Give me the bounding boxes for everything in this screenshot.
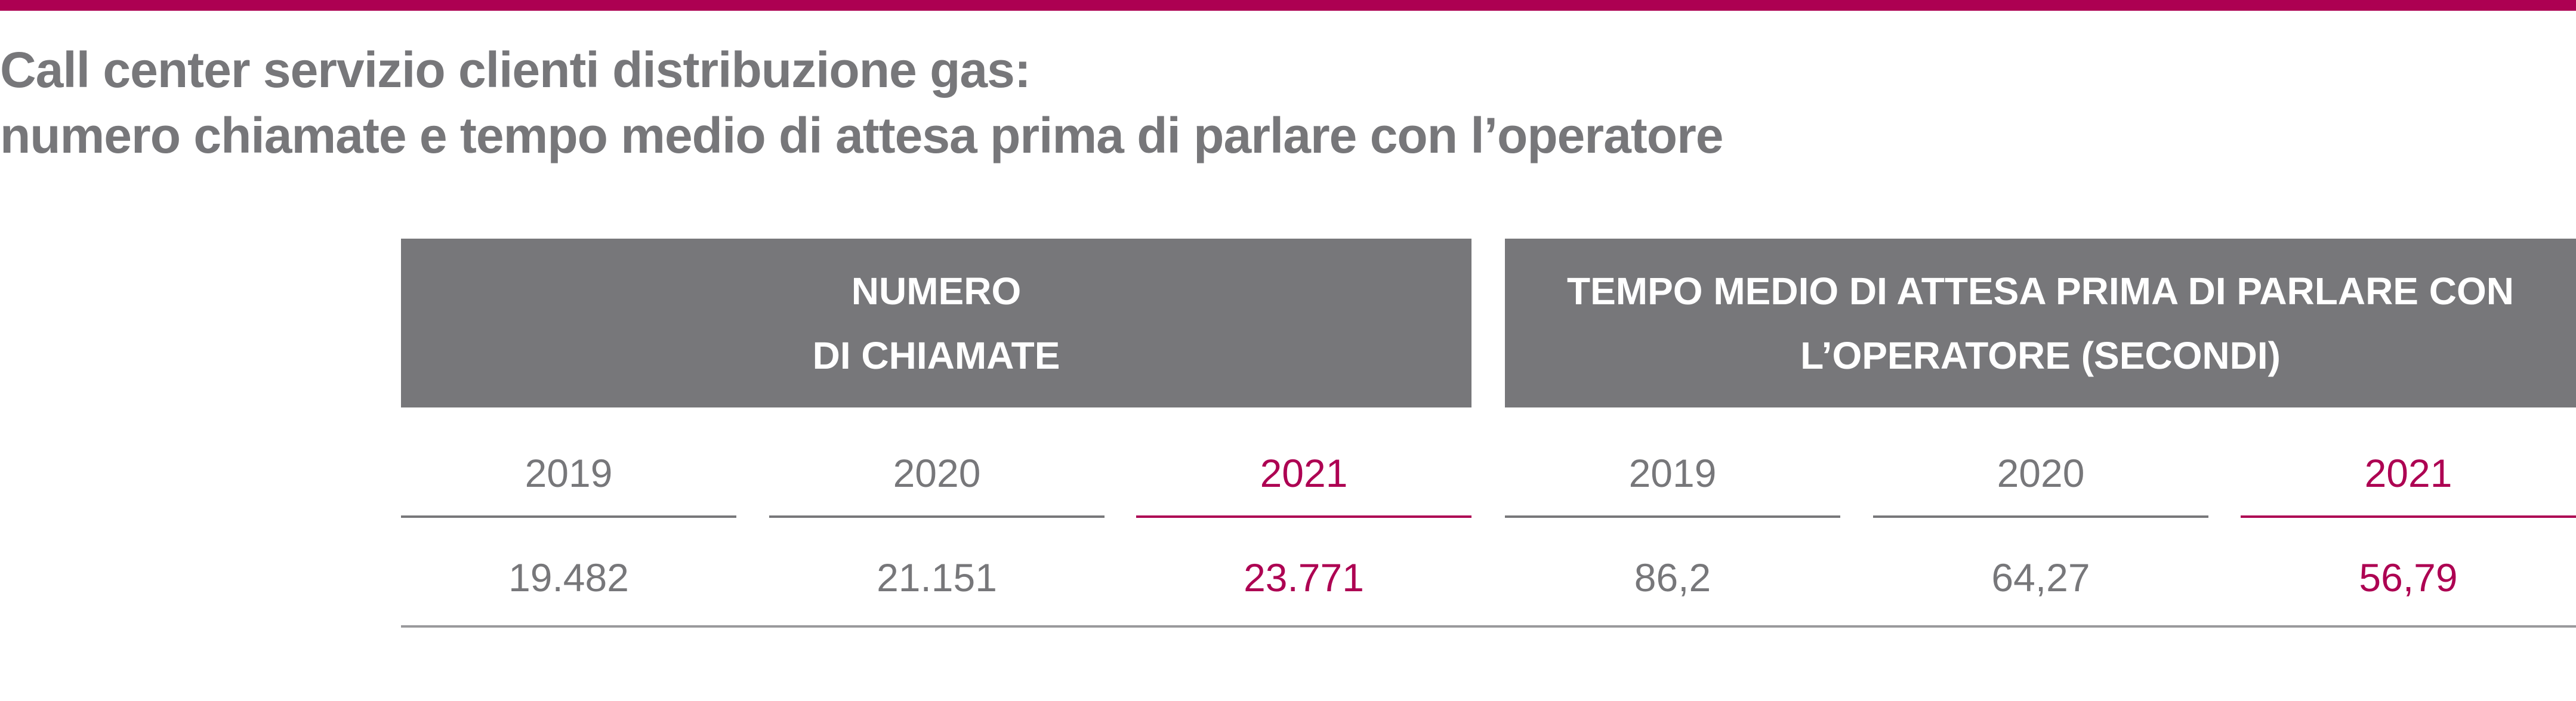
header-tempo-line-1: TEMPO MEDIO DI ATTESA PRIMA DI PARLARE C… [1567,269,2514,313]
header-numero-line-1: NUMERO [851,269,1022,313]
header-numero-line-2: DI CHIAMATE [812,333,1060,377]
value-chiamate-2019: 19.482 [508,555,629,600]
top-accent-bar [0,0,2576,11]
year-header-chiamate-2019: 2019 [401,407,736,518]
table-bottom-rule [401,625,2576,628]
value-attesa-2019: 86,2 [1634,555,1711,600]
year-header-chiamate-2020: 2020 [769,407,1105,518]
header-tempo-line-2: L’OPERATORE (SECONDI) [1800,333,2281,377]
page-title: Call center servizio clienti distribuzio… [0,37,1723,168]
year-header-attesa-2021: 2021 [2241,407,2576,518]
value-attesa-2020: 64,27 [1991,555,2090,600]
year-header-chiamate-2021: 2021 [1136,407,1471,518]
data-table: NUMERO DI CHIAMATE TEMPO MEDIO DI ATTESA… [401,239,2576,629]
value-chiamate-2021: 23.771 [1244,555,1364,600]
value-chiamate-2020: 21.151 [877,555,997,600]
header-numero-chiamate: NUMERO DI CHIAMATE [401,239,1471,407]
value-attesa-2021: 56,79 [2359,555,2458,600]
year-header-attesa-2020: 2020 [1873,407,2208,518]
header-tempo-medio: TEMPO MEDIO DI ATTESA PRIMA DI PARLARE C… [1505,239,2576,407]
title-line-1: Call center servizio clienti distribuzio… [0,42,1031,98]
title-line-2: numero chiamate e tempo medio di attesa … [0,107,1723,163]
year-header-attesa-2019: 2019 [1505,407,1840,518]
